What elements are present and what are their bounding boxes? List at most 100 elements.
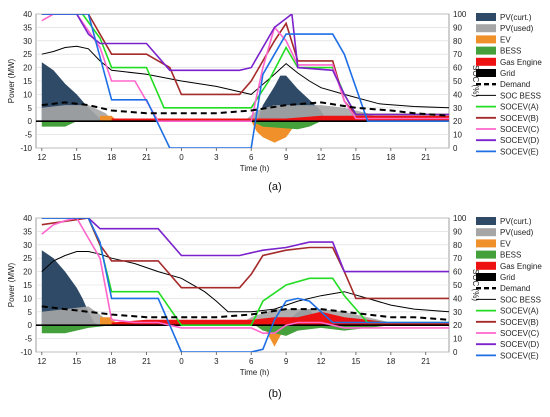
x-tick-label: 6 (249, 357, 254, 366)
y-tick-label: 40 (23, 214, 32, 223)
legend-entry: PV(curt.) (500, 13, 532, 22)
legend: PV(curt.) PV(used) EV BESS Gas Engine Grid Dem… (476, 217, 542, 360)
legend-entry: Gas Engine (500, 58, 542, 67)
legend-entry: Gas Engine (500, 262, 542, 271)
legend-entry: Demand (500, 284, 530, 293)
y2-tick-label: 100 (453, 214, 467, 223)
legend-swatch (476, 69, 496, 77)
legend-entry: PV(used) (500, 228, 534, 237)
legend-entry: BESS (500, 47, 521, 56)
y-tick-label: 20 (23, 64, 32, 73)
legend-swatch (476, 24, 496, 33)
x-tick-label: 15 (72, 357, 81, 366)
legend-entry: SOCEV(D) (500, 136, 539, 145)
y2-tick-label: 40 (453, 90, 462, 99)
y-tick-label: -5 (25, 335, 33, 344)
x-tick-label: 15 (72, 153, 81, 162)
legend-swatch (476, 239, 496, 248)
x-tick-label: 12 (317, 153, 326, 162)
y-tick-label: 35 (23, 227, 32, 236)
x-tick-label: 12 (317, 357, 326, 366)
y2-tick-label: 70 (453, 50, 462, 59)
series-group (36, 14, 449, 148)
legend-entry: SOCEV(C) (500, 125, 539, 134)
y-tick-label: -10 (20, 144, 32, 153)
area-ev (100, 115, 298, 143)
x-tick-label: 0 (179, 357, 184, 366)
soc-line-ev-e (41, 14, 449, 148)
y-tick-label: 5 (28, 308, 33, 317)
legend-entry: SOCEV(B) (500, 114, 539, 123)
y-tick-label: 10 (23, 294, 32, 303)
soc-line-ev-d (41, 14, 449, 116)
y-tick-label: 15 (23, 77, 32, 86)
area-bess (41, 121, 322, 130)
area-gas (111, 115, 449, 122)
x-tick-label: 0 (179, 153, 184, 162)
legend-entry: PV(curt.) (500, 217, 532, 226)
x-tick-label: 18 (386, 357, 395, 366)
legend-entry: SOCEV(E) (500, 351, 539, 360)
x-axis-label: Time (h) (240, 368, 270, 377)
demand-line (41, 101, 449, 117)
y-axis-label: Power (MW) (7, 58, 16, 103)
x-tick-label: 12 (37, 153, 46, 162)
legend-swatch (476, 13, 496, 21)
panel-caption: (b) (268, 388, 281, 400)
y-tick-label: 10 (23, 90, 32, 99)
y2-tick-label: 0 (453, 348, 458, 357)
soc-line-ev-d (41, 218, 449, 273)
legend-entry: EV (500, 35, 511, 44)
y2-tick-label: 10 (453, 335, 462, 344)
y2-tick-label: 100 (453, 10, 467, 19)
y2-tick-label: 10 (453, 131, 462, 140)
legend-entry: SOCEV(D) (500, 340, 539, 349)
panel-caption: (a) (268, 181, 281, 193)
y2-axis-label: SOC (%) (471, 269, 480, 301)
legend-swatch (476, 261, 496, 270)
y-tick-label: 35 (23, 23, 32, 32)
legend-entry: EV (500, 239, 511, 248)
y-axis-label: Power (MW) (7, 262, 16, 307)
y2-tick-label: 70 (453, 254, 462, 263)
x-tick-label: 21 (142, 357, 151, 366)
y2-axis-label: SOC (%) (471, 65, 480, 97)
y-tick-label: 25 (23, 254, 32, 263)
x-tick-label: 15 (351, 357, 360, 366)
legend-entry: SOCEV(A) (500, 103, 539, 112)
legend-swatch (476, 46, 496, 55)
legend-entry: PV(used) (500, 24, 534, 33)
x-tick-label: 9 (284, 153, 289, 162)
y2-tick-label: 80 (453, 37, 462, 46)
series-group (36, 218, 449, 352)
legend-entry: SOCEV(C) (500, 329, 539, 338)
y2-tick-label: 0 (453, 144, 458, 153)
y-tick-label: 40 (23, 10, 32, 19)
y2-tick-label: 30 (453, 308, 462, 317)
y2-tick-label: 60 (453, 64, 462, 73)
y-tick-label: 30 (23, 241, 32, 250)
legend-swatch (476, 250, 496, 259)
soc-line-ev-c (41, 218, 449, 334)
x-tick-label: 21 (421, 153, 430, 162)
y-tick-label: -5 (25, 131, 33, 140)
legend-swatch (476, 273, 496, 281)
x-tick-label: 18 (107, 357, 116, 366)
legend-entry: SOCEV(E) (500, 147, 539, 156)
x-tick-label: 18 (107, 153, 116, 162)
chart-panel: -10-505101520253035400102030405060708090… (7, 10, 542, 193)
y2-tick-label: 40 (453, 294, 462, 303)
x-tick-label: 21 (421, 357, 430, 366)
legend-entry: Grid (500, 69, 515, 78)
legend-swatch (476, 35, 496, 44)
x-tick-label: 18 (386, 153, 395, 162)
legend-swatch (476, 217, 496, 225)
y-tick-label: 15 (23, 281, 32, 290)
x-axis-label: Time (h) (240, 164, 270, 173)
x-tick-label: 12 (37, 357, 46, 366)
y-tick-label: 20 (23, 268, 32, 277)
demand-line (41, 305, 449, 321)
chart-panel: -10-505101520253035400102030405060708090… (7, 214, 542, 400)
legend-entry: Demand (500, 80, 530, 89)
